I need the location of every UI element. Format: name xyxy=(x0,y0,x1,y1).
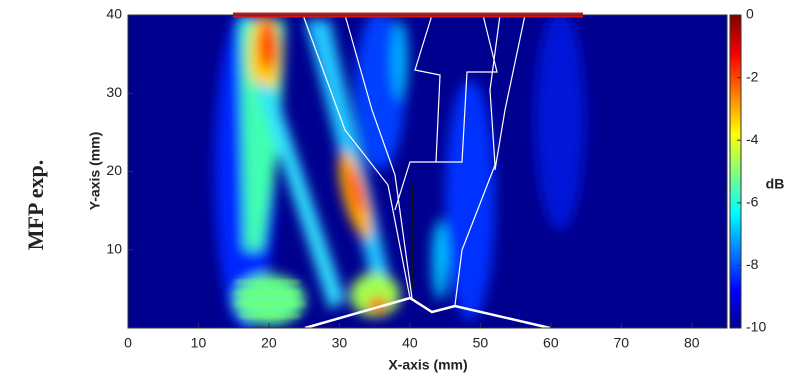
x-tick-label: 50 xyxy=(473,335,489,351)
colorbar-tick-label: -6 xyxy=(746,194,759,210)
colorbar-tick-label: 0 xyxy=(746,6,754,22)
specimen-back-wall xyxy=(304,296,551,330)
x-tick-label: 30 xyxy=(332,335,348,351)
colorbar-tick-label: -2 xyxy=(746,68,759,84)
x-tick-label: 60 xyxy=(543,335,559,351)
colorbar-label: dB xyxy=(766,176,785,192)
colorbar xyxy=(729,14,742,329)
x-tick-label: 10 xyxy=(191,335,207,351)
x-tick-label: 20 xyxy=(261,335,277,351)
x-axis-label: X-axis (mm) xyxy=(388,357,467,373)
row-label: MFP exp. xyxy=(23,160,48,250)
y-tick-label: 30 xyxy=(106,84,122,100)
x-tick-label: 0 xyxy=(124,335,132,351)
heatmap xyxy=(128,15,727,328)
y-axis-label: Y-axis (mm) xyxy=(87,132,103,211)
y-tick-label: 40 xyxy=(106,6,122,22)
x-tick-label: 40 xyxy=(402,335,418,351)
colorbar-tick-label: -10 xyxy=(746,319,766,335)
y-tick-label: 10 xyxy=(106,240,122,256)
colorbar-tick-label: -4 xyxy=(746,131,759,147)
y-tick-label: 20 xyxy=(106,162,122,178)
x-tick-label: 80 xyxy=(684,335,700,351)
x-tick-label: 70 xyxy=(614,335,630,351)
geometry-outline xyxy=(302,14,526,306)
colorbar-tick-label: -8 xyxy=(746,256,759,272)
